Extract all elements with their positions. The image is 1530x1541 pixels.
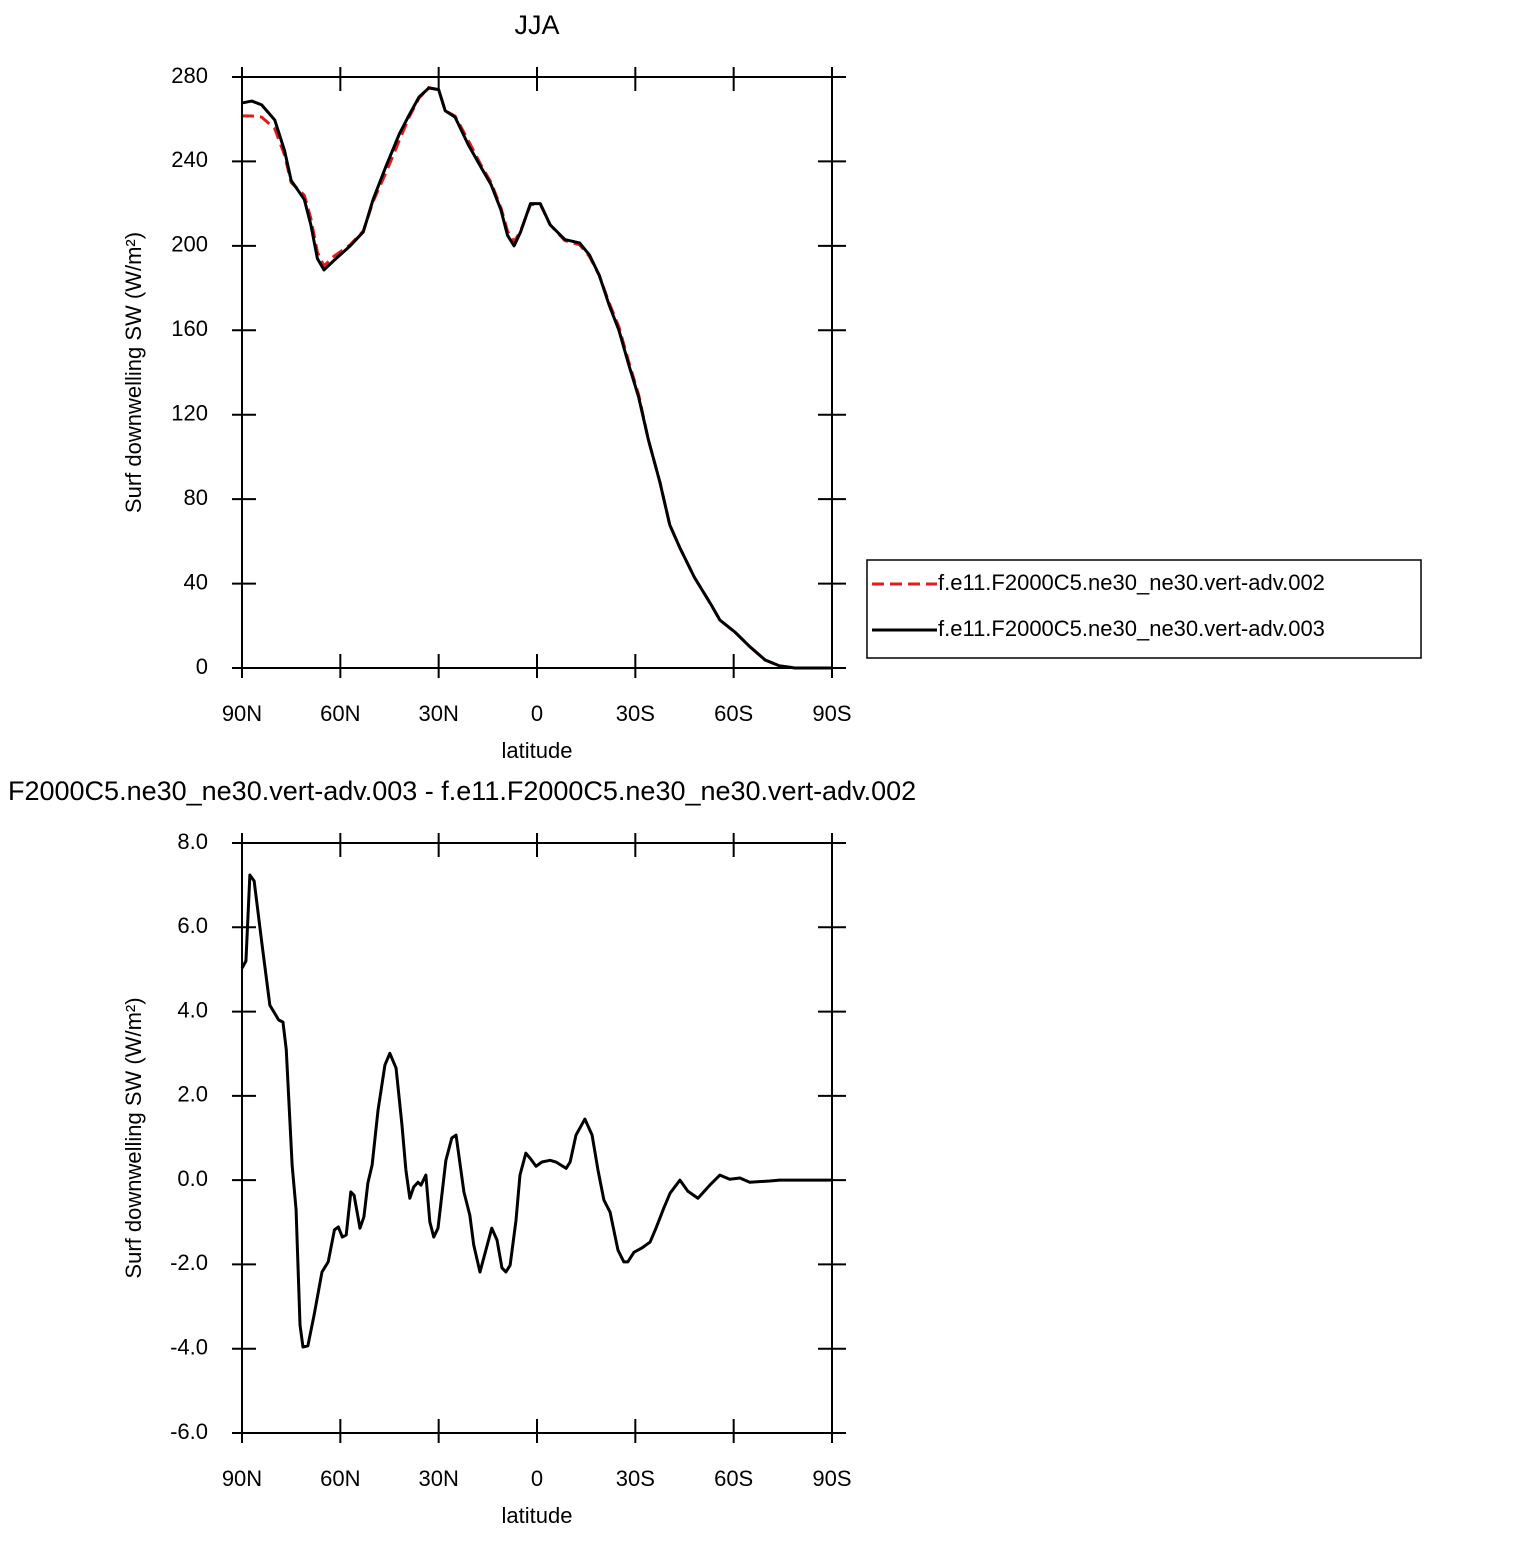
x-axis-label: latitude [502, 738, 573, 763]
y-tick-label: 0 [196, 654, 208, 679]
chart-title: F2000C5.ne30_ne30.vert-adv.003 - f.e11.F… [8, 776, 916, 806]
data-line [240, 873, 832, 1349]
x-axis-label: latitude [502, 1503, 573, 1528]
y-tick-label: 160 [171, 316, 208, 341]
x-tick-label: 30N [418, 701, 458, 726]
y-tick-label: 2.0 [177, 1082, 208, 1107]
x-tick-label: 90N [222, 1466, 262, 1491]
x-tick-label: 90N [222, 701, 262, 726]
y-tick-label: 8.0 [177, 829, 208, 854]
y-tick-label: 120 [171, 401, 208, 426]
y-tick-label: -2.0 [170, 1250, 208, 1275]
chart-title: JJA [514, 10, 559, 40]
x-tick-label: 90S [812, 701, 851, 726]
plot-frame [241, 76, 833, 669]
legend-label: f.e11.F2000C5.ne30_ne30.vert-adv.003 [938, 616, 1325, 641]
x-tick-label: 60N [320, 1466, 360, 1491]
x-tick-label: 30N [418, 1466, 458, 1491]
y-axis-label: Surf downwelling SW (W/m²) [121, 997, 146, 1278]
y-tick-label: 280 [171, 63, 208, 88]
y-tick-label: -6.0 [170, 1419, 208, 1444]
x-tick-label: 60S [714, 701, 753, 726]
x-tick-label: 0 [531, 701, 543, 726]
y-tick-label: 80 [184, 485, 208, 510]
x-tick-label: 0 [531, 1466, 543, 1491]
x-tick-label: 30S [616, 1466, 655, 1491]
x-tick-label: 60N [320, 701, 360, 726]
y-tick-label: 200 [171, 232, 208, 257]
legend-label: f.e11.F2000C5.ne30_ne30.vert-adv.002 [938, 570, 1325, 595]
data-line [241, 86, 832, 670]
y-tick-label: 240 [171, 147, 208, 172]
data-line [241, 86, 832, 670]
plot-frame [241, 842, 833, 1434]
x-tick-label: 90S [812, 1466, 851, 1491]
y-axis-label: Surf downwelling SW (W/m²) [121, 232, 146, 513]
y-tick-label: -4.0 [170, 1335, 208, 1360]
y-tick-label: 40 [184, 569, 208, 594]
y-tick-label: 6.0 [177, 913, 208, 938]
y-tick-label: 0.0 [177, 1166, 208, 1191]
legend-box [866, 559, 1422, 659]
x-tick-label: 30S [616, 701, 655, 726]
x-tick-label: 60S [714, 1466, 753, 1491]
y-tick-label: 4.0 [177, 997, 208, 1022]
